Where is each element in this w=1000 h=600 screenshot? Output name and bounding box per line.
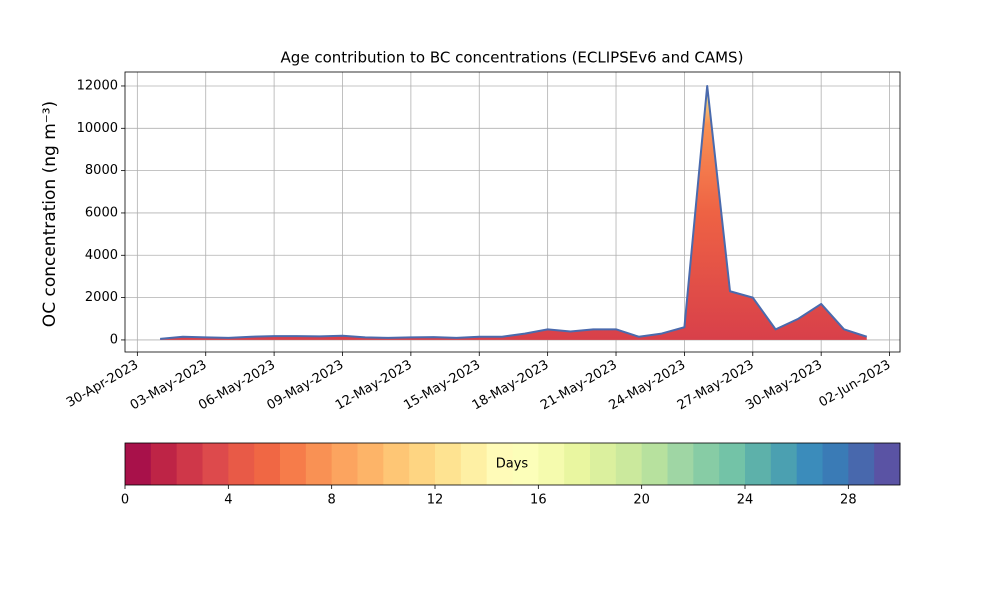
colorbar-tick-label: 0 (121, 493, 129, 508)
colorbar-swatch (538, 443, 565, 485)
colorbar-swatch (383, 443, 410, 485)
colorbar-swatch (150, 443, 178, 485)
colorbar-swatch (693, 443, 720, 485)
x-tick-label: 30-May-2023 (743, 358, 825, 414)
colorbar-swatch (357, 443, 384, 485)
colorbar-tick-label: 20 (633, 493, 650, 508)
colorbar-swatch (796, 443, 823, 485)
colorbar-tick-label: 28 (840, 493, 857, 508)
x-tick-label: 21-May-2023 (538, 358, 620, 414)
colorbar-swatch (409, 443, 436, 485)
y-tick-label: 0 (110, 332, 118, 347)
colorbar-swatch (667, 443, 694, 485)
x-tick-label: 12-May-2023 (333, 358, 415, 414)
total-line (160, 84, 868, 340)
colorbar-swatch (770, 443, 798, 485)
colorbar-swatch (874, 443, 901, 485)
colorbar-swatch (745, 443, 772, 485)
colorbar-swatch (435, 443, 462, 485)
x-tick-label: 24-May-2023 (606, 358, 688, 414)
colorbar-swatch (590, 443, 617, 485)
x-tick-label: 27-May-2023 (675, 358, 757, 414)
y-axis-label: OC concentration (ng m⁻³) (40, 101, 60, 327)
x-tick-label: 03-May-2023 (128, 358, 210, 414)
colorbar-swatch (125, 443, 152, 485)
colorbar-swatch (460, 443, 488, 485)
colorbar-swatch (331, 443, 358, 485)
colorbar-swatch (641, 443, 668, 485)
colorbar-swatch (615, 443, 643, 485)
chart-title: Age contribution to BC concentrations (E… (281, 49, 744, 67)
y-tick-label: 12000 (77, 78, 118, 93)
colorbar-swatch (202, 443, 229, 485)
colorbar-label: Days (496, 457, 529, 472)
colorbar-swatch (176, 443, 203, 485)
plot-frame (124, 71, 901, 353)
colorbar-swatch (254, 443, 281, 485)
colorbar-tick-label: 16 (530, 493, 547, 508)
colorbar-swatch (228, 443, 255, 485)
colorbar-swatch (486, 443, 513, 485)
y-tick-label: 2000 (85, 290, 118, 305)
colorbar-swatch (305, 443, 333, 485)
x-tick-label: 09-May-2023 (265, 358, 347, 414)
colorbar-swatch (822, 443, 849, 485)
colorbar-swatch (512, 443, 539, 485)
colorbar-tick-label: 24 (737, 493, 754, 508)
colorbar-tick-label: 8 (328, 493, 336, 508)
x-tick-label: 18-May-2023 (470, 358, 552, 414)
y-tick-label: 10000 (77, 121, 118, 136)
y-tick-label: 6000 (85, 205, 118, 220)
colorbar-swatch (280, 443, 307, 485)
y-tick-label: 4000 (85, 248, 118, 263)
x-tick-label: 02-Jun-2023 (816, 358, 893, 411)
colorbar-swatch (719, 443, 746, 485)
colorbar-swatch (564, 443, 591, 485)
colorbar-swatch (848, 443, 875, 485)
y-tick-label: 8000 (85, 163, 118, 178)
colorbar-tick-label: 12 (427, 493, 444, 508)
colorbar-frame (124, 442, 901, 486)
x-tick-label: 15-May-2023 (401, 358, 483, 414)
colorbar-tick-label: 4 (224, 493, 232, 508)
x-tick-label: 06-May-2023 (196, 358, 278, 414)
